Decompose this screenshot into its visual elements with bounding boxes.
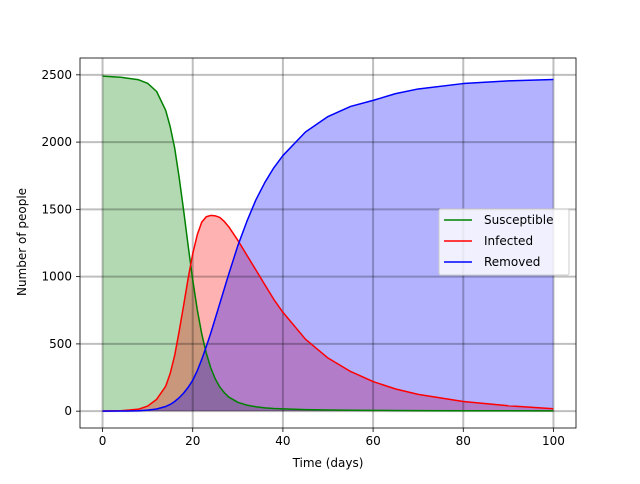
legend-label-infected: Infected — [484, 234, 533, 248]
legend: Susceptible Infected Removed — [438, 208, 570, 276]
y-tick-label: 2500 — [41, 68, 72, 82]
series-lines — [102, 75, 554, 412]
x-tick-label: 40 — [275, 434, 290, 448]
y-tick-label: 2000 — [41, 135, 72, 149]
legend-label-susceptible: Susceptible — [484, 213, 553, 227]
y-tick-label: 500 — [49, 337, 72, 351]
series-line-susceptible — [102, 75, 554, 412]
y-tick-label: 1000 — [41, 270, 72, 284]
area-fill-infected — [102, 215, 554, 412]
tick-marks — [76, 74, 554, 432]
x-tick-label: 0 — [99, 434, 107, 448]
area-fill-susceptible — [102, 76, 554, 412]
x-axis-label: Time (days) — [292, 456, 364, 470]
x-tick-label: 80 — [456, 434, 471, 448]
area-fills — [102, 76, 554, 412]
area-fill-removed — [102, 79, 554, 412]
x-tick-label: 60 — [365, 434, 380, 448]
series-line-removed — [102, 78, 554, 412]
axes-frame — [79, 57, 577, 429]
axes — [79, 57, 577, 429]
legend-label-removed: Removed — [484, 255, 540, 269]
y-tick-label: 1500 — [41, 202, 72, 216]
legend-box — [438, 208, 570, 276]
x-tick-label: 100 — [542, 434, 565, 448]
x-tick-label: 20 — [185, 434, 200, 448]
y-tick-label: 0 — [64, 404, 72, 418]
series-line-infected — [102, 214, 554, 412]
y-axis-label: Number of people — [15, 188, 29, 296]
